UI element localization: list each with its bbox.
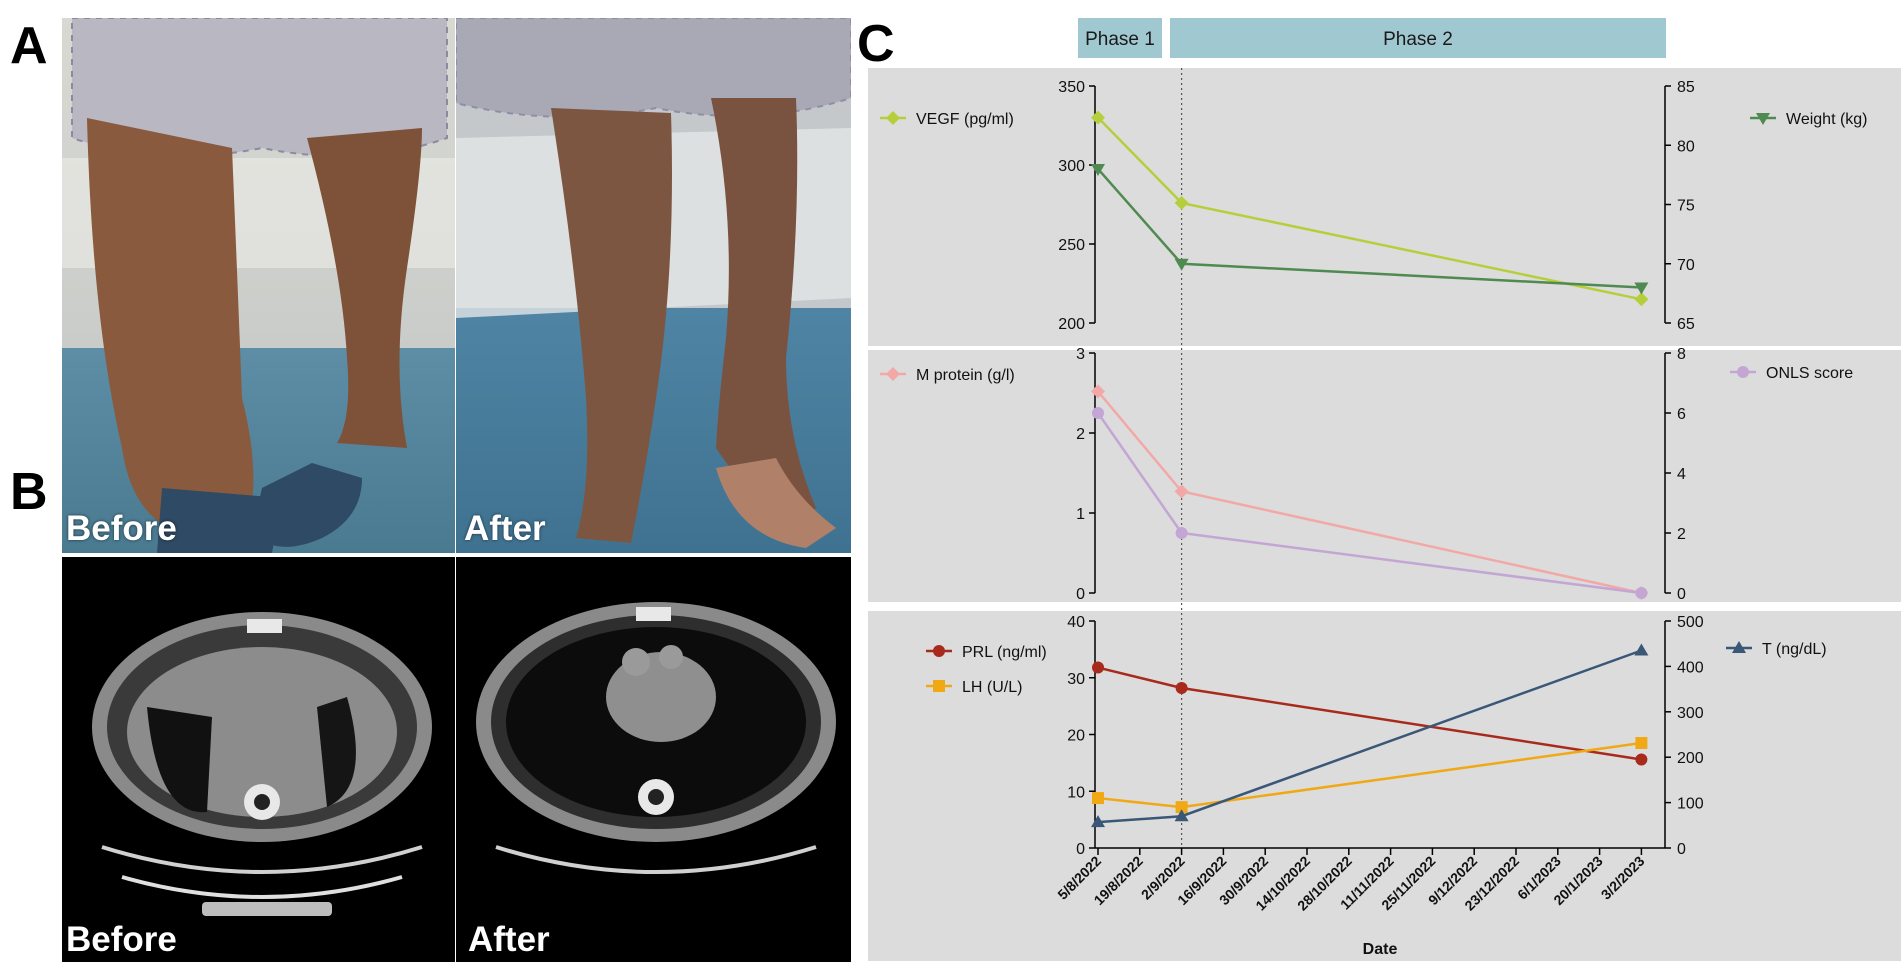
data-point-t-ng-dl [1634, 643, 1649, 656]
data-point-vegf-pg-ml [1091, 110, 1105, 125]
legs-before-photo: Before [62, 18, 455, 553]
panel-2-right-tick-label: 2 [1677, 526, 1686, 543]
legend-marker-prl-ng-ml [933, 645, 945, 657]
data-point-m-protein-g-l [1091, 384, 1105, 399]
data-point-onls-score [1092, 407, 1104, 419]
clinical-course-chart: Phase 1 Phase 2 2002503003506570758085012… [868, 18, 1901, 961]
panel-3-right-tick-label: 300 [1677, 705, 1704, 722]
data-point-weight-kg [1091, 163, 1105, 176]
data-point-weight-kg [1174, 258, 1189, 271]
ct-after-label: After [468, 920, 550, 959]
panel-1-left-tick-label: 350 [1058, 79, 1085, 96]
ct-after-image: After [456, 557, 851, 962]
chart-legends: VEGF (pg/ml) Weight (kg) M protein (g/l) ON… [880, 111, 1868, 696]
panel-3-left-tick-label: 20 [1067, 728, 1085, 745]
panel-3-left-tick-label: 40 [1067, 614, 1085, 631]
data-point-lh-u-l [1092, 792, 1104, 805]
legs-after-photo: After [456, 18, 851, 553]
panel-2-right-tick-label: 4 [1677, 466, 1686, 483]
chart-series [1091, 110, 1649, 828]
panel-3-right-tick-label: 400 [1677, 659, 1704, 676]
panel-1-right-tick-label: 75 [1677, 198, 1695, 215]
legend-marker-m-protein-g-l [886, 367, 900, 381]
data-point-lh-u-l [1635, 737, 1648, 750]
panel-2-right-tick-label: 8 [1677, 346, 1686, 363]
chart-panel-3 [868, 611, 1901, 961]
data-point-vegf-pg-ml [1174, 195, 1189, 210]
panel-2-right-tick-label: 6 [1677, 406, 1686, 423]
phase-label-1: Phase 1 [1085, 29, 1155, 50]
panel-2-left-tick-label: 0 [1076, 586, 1085, 603]
chart-axes: 2002503003506570758085012302468010203040… [1058, 79, 1704, 858]
data-point-m-protein-g-l [1174, 484, 1189, 499]
panel-label-c: C [857, 15, 895, 73]
legend-m-protein-g-l: M protein (g/l) [916, 367, 1015, 384]
panel-1-right-tick-label: 65 [1677, 316, 1695, 333]
legend-vegf-pg-ml: VEGF (pg/ml) [916, 111, 1014, 128]
panel-1-right-tick-label: 85 [1677, 79, 1695, 96]
chart-panel-2 [868, 350, 1901, 602]
legend-prl-ng-ml: PRL (ng/ml) [962, 644, 1047, 661]
legend-marker-onls-score [1737, 366, 1749, 378]
legend-lh-u-l: LH (U/L) [962, 679, 1022, 696]
ct-before-label: Before [66, 920, 177, 959]
panel-1-left-tick-label: 250 [1058, 237, 1085, 254]
data-point-weight-kg [1634, 282, 1649, 295]
ct-before-image: Before [62, 557, 455, 962]
data-point-lh-u-l [1175, 801, 1188, 814]
panel-label-b: B [10, 463, 48, 521]
data-point-t-ng-dl [1091, 815, 1105, 828]
panel-2-left-tick-label: 2 [1076, 426, 1085, 443]
data-point-onls-score [1635, 587, 1648, 599]
data-point-prl-ng-ml [1635, 753, 1648, 766]
panel-3-left-tick-label: 0 [1076, 841, 1085, 858]
panel-2-right-tick-label: 0 [1677, 586, 1686, 603]
data-point-prl-ng-ml [1092, 661, 1104, 674]
panel-1-right-tick-label: 70 [1677, 257, 1695, 274]
panel-1-right-tick-label: 80 [1677, 138, 1695, 155]
legend-marker-lh-u-l [933, 680, 945, 692]
panel-label-a: A [10, 17, 48, 75]
data-point-onls-score [1175, 527, 1188, 539]
panel-2-left-tick-label: 1 [1076, 506, 1085, 523]
after-label: After [464, 509, 546, 548]
chart-panel-backgrounds [868, 68, 1901, 961]
panel-3-left-tick-label: 10 [1067, 784, 1085, 801]
legend-marker-weight-kg [1756, 113, 1770, 125]
chart-panel-1 [868, 68, 1901, 346]
x-axis-title: Date [1363, 941, 1398, 958]
phase-label-2: Phase 2 [1383, 29, 1453, 50]
panel-1-left-tick-label: 300 [1058, 158, 1085, 175]
phase-bars: Phase 1 Phase 2 [1078, 18, 1666, 58]
panel-2-left-tick-label: 3 [1076, 346, 1085, 363]
phase-bar-2 [1170, 18, 1666, 58]
panel-3-right-tick-label: 200 [1677, 750, 1704, 767]
panel-3-right-tick-label: 500 [1677, 614, 1704, 631]
panel-1-left-tick-label: 200 [1058, 316, 1085, 333]
legend-marker-t-ng-dl [1732, 641, 1746, 653]
panel-3-right-tick-label: 0 [1677, 841, 1686, 858]
legend-onls-score: ONLS score [1766, 365, 1853, 382]
data-point-vegf-pg-ml [1634, 292, 1649, 307]
data-point-t-ng-dl [1174, 809, 1189, 822]
before-label: Before [66, 509, 177, 548]
legend-t-ng-dl: T (ng/dL) [1762, 641, 1827, 658]
panel-3-left-tick-label: 30 [1067, 671, 1085, 688]
phase-bar-1 [1078, 18, 1162, 58]
legend-weight-kg: Weight (kg) [1786, 111, 1868, 128]
data-point-prl-ng-ml [1175, 681, 1188, 694]
legend-marker-vegf-pg-ml [886, 111, 900, 125]
panel-3-right-tick-label: 100 [1677, 796, 1704, 813]
